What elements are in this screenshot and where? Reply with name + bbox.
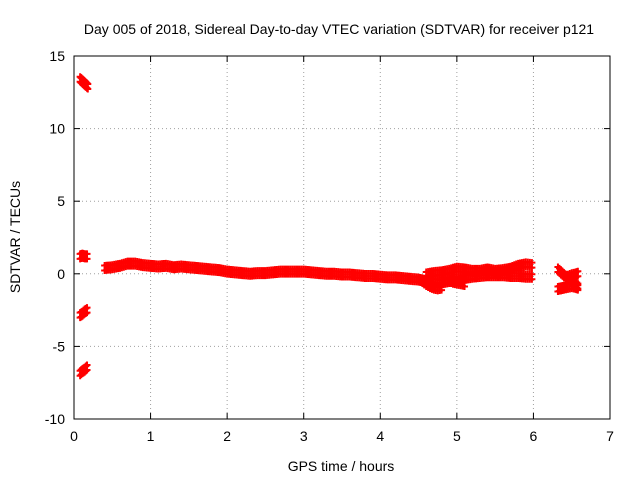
y-tick-label: -10 xyxy=(45,411,65,427)
axis-ticks: 0 1 2 3 4 5 6 7 -10 -5 0 5 10 15 xyxy=(45,48,614,444)
data-point xyxy=(574,286,582,294)
y-axis-label: SDTVAR / TECUs xyxy=(7,181,23,293)
y-tick-label: -5 xyxy=(53,338,66,354)
plot-frame xyxy=(73,55,611,420)
x-tick-label: 1 xyxy=(147,428,155,444)
data-point xyxy=(528,264,536,272)
data-point xyxy=(574,272,582,280)
data-point xyxy=(461,282,469,290)
chart-title: Day 005 of 2018, Sidereal Day-to-day VTE… xyxy=(84,21,594,37)
data-point xyxy=(528,275,536,283)
data-point xyxy=(83,255,91,263)
y-tick-label: 5 xyxy=(57,193,65,209)
y-tick-label: 10 xyxy=(49,121,65,137)
x-axis-label: GPS time / hours xyxy=(288,458,395,474)
x-tick-label: 5 xyxy=(453,428,461,444)
x-tick-label: 7 xyxy=(606,428,614,444)
data-point xyxy=(83,309,91,317)
data-point xyxy=(82,367,90,375)
x-tick-label: 6 xyxy=(530,428,538,444)
data-point xyxy=(84,85,92,93)
x-tick-label: 2 xyxy=(223,428,231,444)
data-point xyxy=(438,286,446,294)
data-points xyxy=(76,73,582,380)
grid xyxy=(74,56,610,419)
x-tick-label: 4 xyxy=(376,428,384,444)
x-tick-label: 0 xyxy=(70,428,78,444)
x-tick-label: 3 xyxy=(300,428,308,444)
y-tick-label: 0 xyxy=(57,266,65,282)
y-tick-label: 15 xyxy=(49,48,65,64)
data-point xyxy=(83,366,91,374)
